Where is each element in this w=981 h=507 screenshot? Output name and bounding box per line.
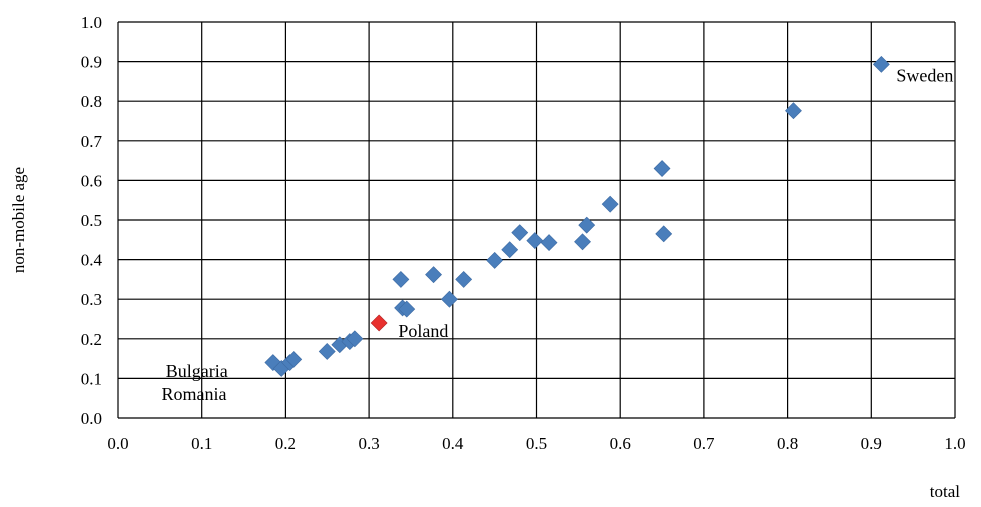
data-point	[318, 343, 336, 360]
data-point	[574, 233, 591, 251]
data-point	[441, 290, 458, 308]
y-tick-label: 0.6	[81, 171, 102, 190]
data-point	[601, 195, 619, 213]
y-tick-label: 0.5	[81, 211, 102, 230]
y-tick-label: 0.1	[81, 369, 102, 388]
x-tick-label: 0.7	[693, 434, 715, 453]
data-point	[526, 232, 544, 250]
y-axis-title: non-mobile age	[9, 167, 28, 273]
y-tick-label: 0.2	[81, 330, 102, 349]
data-point	[540, 234, 558, 251]
data-point	[285, 350, 303, 368]
data-point	[486, 251, 504, 269]
y-tick-label: 0.0	[81, 409, 102, 428]
data-point	[501, 241, 519, 259]
data-point	[511, 224, 529, 242]
x-tick-label: 0.9	[861, 434, 882, 453]
data-point	[425, 266, 442, 284]
annotation-label: Bulgaria	[166, 361, 228, 381]
data-point	[655, 225, 673, 243]
annotation-label: Poland	[398, 321, 448, 341]
x-tick-label: 0.4	[442, 434, 464, 453]
x-tick-labels: 0.0 0.1 0.2 0.3 0.4 0.5 0.6 0.7 0.8 0.9 1.0	[107, 434, 965, 453]
highlighted-data-point	[370, 314, 388, 332]
data-point	[392, 270, 410, 288]
x-tick-label: 0.0	[107, 434, 128, 453]
annotation-label: Sweden	[896, 65, 953, 85]
y-tick-label: 0.7	[81, 132, 103, 151]
data-point	[346, 330, 364, 348]
x-tick-label: 0.8	[777, 434, 798, 453]
y-tick-label: 0.8	[81, 92, 102, 111]
data-point	[398, 300, 416, 318]
annotation-label: Romania	[162, 384, 227, 404]
data-point	[785, 102, 802, 120]
x-tick-label: 0.5	[526, 434, 547, 453]
x-tick-label: 0.6	[610, 434, 631, 453]
data-point	[653, 160, 671, 177]
data-point	[872, 55, 890, 73]
grid-lines	[117, 21, 956, 419]
x-tick-label: 0.1	[191, 434, 212, 453]
data-point	[578, 216, 596, 234]
x-tick-label: 1.0	[944, 434, 965, 453]
y-tick-labels: 0.0 0.1 0.2 0.3 0.4 0.5 0.6 0.7 0.8 0.9 1.0	[81, 13, 103, 428]
data-points	[264, 55, 890, 377]
point-annotations: Sweden Poland Bulgaria Romania	[162, 65, 954, 404]
y-tick-label: 1.0	[81, 13, 102, 32]
x-axis-title: total	[930, 482, 960, 501]
data-point	[455, 270, 473, 288]
y-tick-label: 0.4	[81, 251, 103, 270]
y-tick-label: 0.9	[81, 53, 102, 72]
x-tick-label: 0.3	[358, 434, 379, 453]
x-tick-label: 0.2	[275, 434, 296, 453]
y-tick-label: 0.3	[81, 290, 102, 309]
